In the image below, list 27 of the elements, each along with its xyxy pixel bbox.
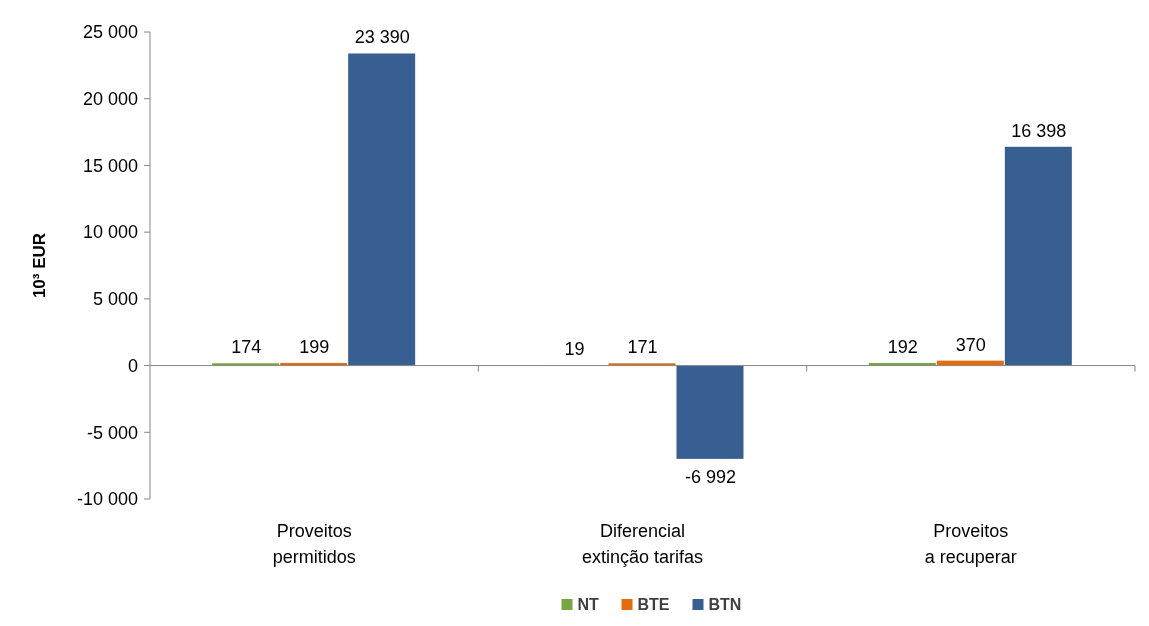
bar (676, 365, 744, 459)
y-tick-label: -10 000 (76, 489, 138, 510)
data-label: 171 (627, 337, 658, 358)
data-label: 16 398 (1011, 120, 1067, 141)
x-tick-label: Diferencial extinção tarifas (581, 521, 704, 567)
y-axis-title: 10³ EUR (30, 232, 49, 299)
legend-label: NT (577, 596, 600, 613)
y-tick-label: 25 000 (82, 22, 138, 43)
y-tick-label: 10 000 (82, 222, 138, 243)
legend-label: BTN (708, 596, 742, 613)
data-label: -6 992 (684, 466, 737, 487)
data-label: 199 (299, 336, 330, 357)
bar (348, 53, 416, 366)
y-tick-label: 5 000 (92, 289, 138, 310)
bar (1004, 146, 1072, 366)
y-tick-label: 0 (127, 355, 138, 376)
y-tick-label: 15 000 (82, 155, 138, 176)
data-label: 23 390 (354, 27, 410, 48)
data-label: 192 (887, 337, 918, 358)
x-tick-label: Proveitos permitidos (272, 521, 356, 567)
y-tick-label: -5 000 (86, 422, 138, 443)
data-label: 174 (231, 337, 262, 358)
data-label: 370 (955, 334, 986, 355)
y-tick-label: 20 000 (82, 89, 138, 110)
data-label: 19 (564, 339, 585, 360)
legend-label: BTE (637, 596, 670, 613)
x-tick-label: Proveitos a recuperar (924, 521, 1017, 567)
